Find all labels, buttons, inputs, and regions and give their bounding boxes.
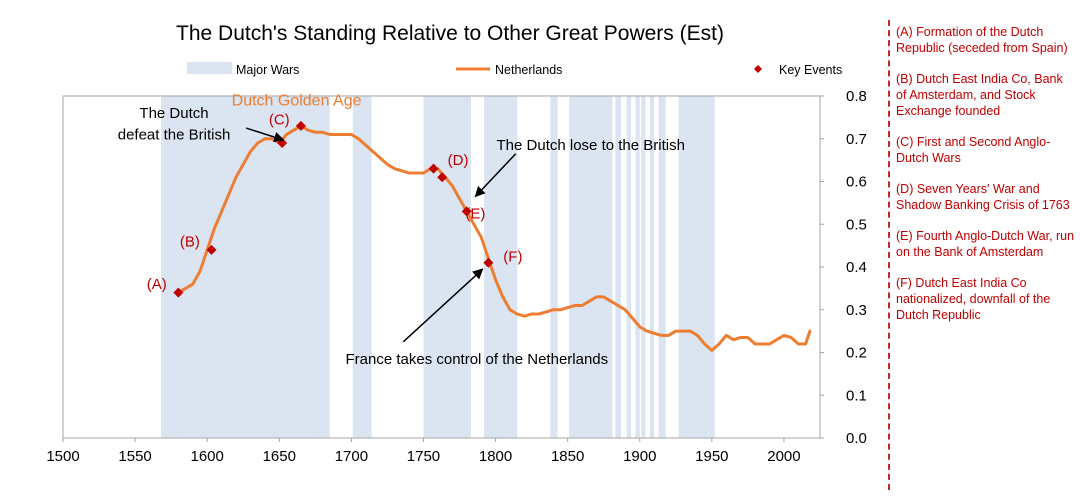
- war-band: [649, 96, 655, 438]
- sidebar-divider: [888, 20, 890, 490]
- war-band: [550, 96, 558, 438]
- event-label: (A): [147, 276, 167, 293]
- war-band: [423, 96, 472, 438]
- annotation-text: France takes control of the Netherlands: [346, 351, 609, 368]
- event-note: (C) First and Second Anglo-Dutch Wars: [896, 135, 1051, 165]
- war-band: [641, 96, 646, 438]
- key-event-marker: [295, 120, 306, 131]
- key-event-marker: [483, 257, 494, 268]
- war-band: [615, 96, 622, 438]
- event-label: (B): [180, 233, 200, 250]
- x-tick-label: 1650: [263, 448, 296, 465]
- annotation-text: The Dutch lose to the British: [497, 137, 685, 154]
- war-band: [161, 96, 330, 438]
- event-note: (B) Dutch East India Co, Bank of Amsterd…: [896, 72, 1063, 118]
- y-tick-label: 0.7: [846, 131, 867, 148]
- x-tick-label: 2000: [767, 448, 800, 465]
- event-notes-panel: (A) Formation of the Dutch Republic (sec…: [896, 24, 1076, 338]
- annotation-arrow: [245, 127, 285, 143]
- y-tick-label: 0.3: [846, 302, 867, 319]
- event-label: (C): [269, 112, 290, 129]
- x-tick-label: 1950: [695, 448, 728, 465]
- key-event-marker: [173, 287, 184, 298]
- key-event-marker: [428, 163, 439, 174]
- war-band: [626, 96, 632, 438]
- legend-label: Key Events: [779, 63, 842, 77]
- x-tick-label: 1550: [118, 448, 151, 465]
- annotation-text: The Dutch: [139, 105, 208, 122]
- legend-label: Netherlands: [495, 63, 562, 77]
- war-band: [678, 96, 715, 438]
- event-note: (F) Dutch East India Co nationalized, do…: [896, 276, 1051, 322]
- key-event-marker: [461, 206, 472, 217]
- annotation-arrow: [402, 268, 484, 343]
- chart-title: The Dutch's Standing Relative to Other G…: [176, 22, 724, 45]
- war-band: [635, 96, 640, 438]
- x-tick-label: 1800: [479, 448, 512, 465]
- war-band: [658, 96, 666, 438]
- legend-swatch-band: [187, 62, 232, 74]
- y-tick-label: 0.2: [846, 345, 867, 362]
- war-band: [352, 96, 372, 438]
- y-tick-label: 0.8: [846, 88, 867, 105]
- annotation-text: defeat the British: [118, 126, 231, 143]
- x-tick-label: 1850: [551, 448, 584, 465]
- golden-age-label: Dutch Golden Age: [232, 92, 362, 109]
- key-event-marker: [437, 172, 448, 183]
- chart-svg: 1500 1550 1600 1650 1700 1750 1800 1850 1900 1950…: [46, 62, 867, 465]
- war-band: [484, 96, 518, 438]
- y-tick-label: 0.5: [846, 216, 867, 233]
- legend-swatch-marker: [754, 65, 762, 73]
- x-tick-label: 1750: [407, 448, 440, 465]
- event-note: (A) Formation of the Dutch Republic (sec…: [896, 25, 1068, 55]
- legend-label: Major Wars: [236, 63, 299, 77]
- key-event-marker: [206, 244, 217, 255]
- annotation-arrow: [474, 153, 517, 198]
- event-label: (E): [465, 206, 485, 223]
- y-tick-label: 0.0: [846, 430, 867, 447]
- event-note: (D) Seven Years' War and Shadow Banking …: [896, 182, 1070, 212]
- x-tick-label: 1900: [623, 448, 656, 465]
- event-label: (F): [503, 248, 522, 265]
- x-tick-label: 1600: [191, 448, 224, 465]
- y-tick-label: 0.1: [846, 387, 867, 404]
- y-tick-label: 0.6: [846, 174, 867, 191]
- x-tick-label: 1500: [46, 448, 79, 465]
- war-band: [569, 96, 613, 438]
- event-label: (D): [448, 152, 469, 169]
- event-note: (E) Fourth Anglo-Dutch War, run on the B…: [896, 229, 1075, 259]
- x-tick-label: 1700: [335, 448, 368, 465]
- y-tick-label: 0.4: [846, 259, 867, 276]
